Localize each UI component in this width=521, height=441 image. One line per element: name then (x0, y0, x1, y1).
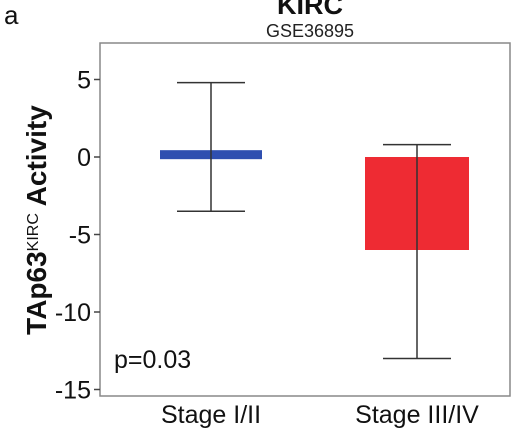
y-tick-label: -10 (55, 299, 91, 327)
y-tick-label: 0 (77, 144, 91, 172)
y-axis-label-superscript: KIRC (25, 213, 42, 251)
y-tick-label: -15 (55, 377, 91, 405)
x-axis: Stage I/II Stage III/IV (161, 401, 479, 429)
y-axis-label: TAp63KIRC Activity (21, 105, 52, 335)
y-tick-label: -5 (69, 222, 91, 250)
y-axis-label-rest: Activity (21, 105, 52, 213)
y-axis-label-base: TAp63 (21, 251, 52, 335)
chart-subtitle: GSE36895 (266, 21, 354, 41)
y-axis: 5 0 -5 -10 -15 (55, 67, 100, 405)
p-value-annotation: p=0.03 (114, 346, 191, 374)
x-tick-label: Stage I/II (161, 401, 261, 429)
plot-frame (99, 42, 511, 397)
y-tick-label: 5 (77, 67, 91, 95)
bars (160, 81, 469, 360)
x-tick-label: Stage III/IV (355, 401, 479, 429)
chart-title: KIRC (277, 0, 343, 20)
panel-label: a (4, 0, 19, 30)
